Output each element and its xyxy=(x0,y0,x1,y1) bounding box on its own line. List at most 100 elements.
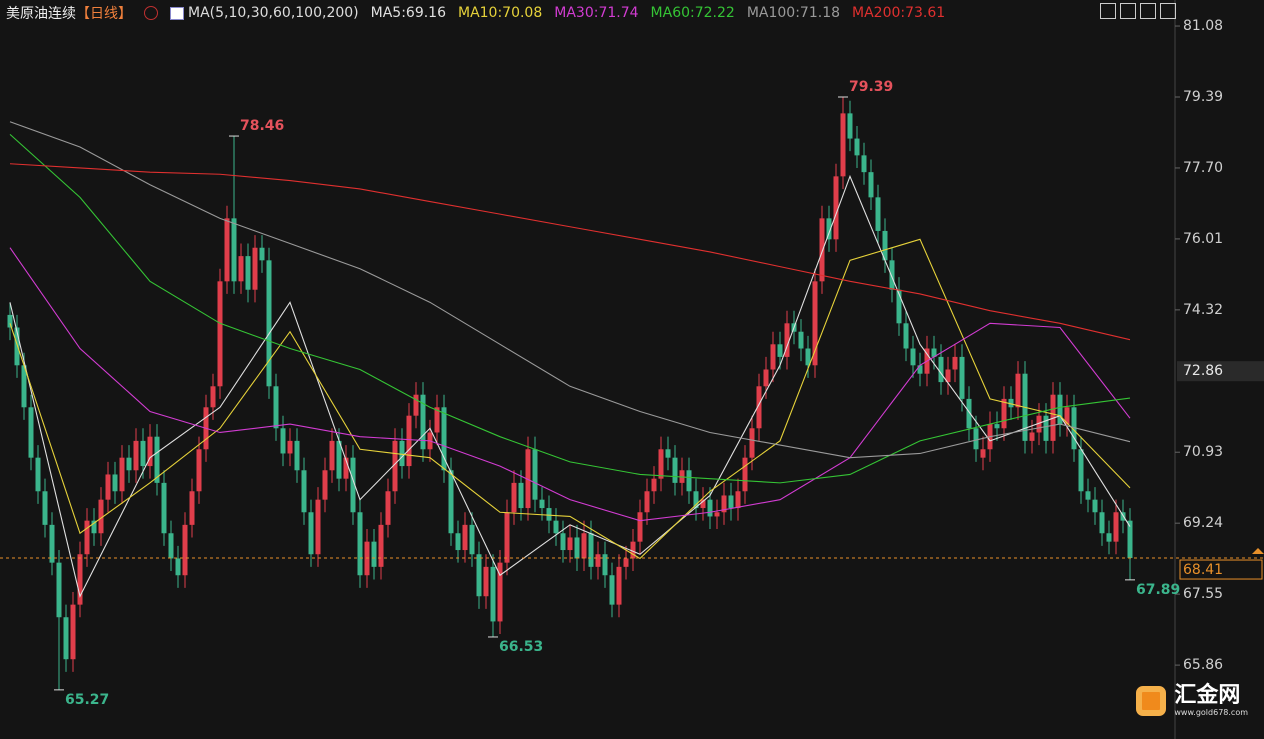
watermark: 汇金网 www.gold678.com xyxy=(1136,684,1248,717)
ma-line xyxy=(9,121,1131,459)
candle-body xyxy=(350,457,356,513)
candle-body xyxy=(371,541,377,567)
candle-body xyxy=(602,554,608,576)
candle-body xyxy=(714,512,720,517)
candle-body xyxy=(231,218,237,282)
candle-body xyxy=(336,440,342,479)
y-tick-label: 74.32 xyxy=(1183,302,1223,318)
candle-body xyxy=(406,415,412,467)
tool-button[interactable] xyxy=(1120,3,1136,19)
candle-body xyxy=(560,533,566,551)
candle-body xyxy=(889,260,895,290)
candle-body xyxy=(616,566,622,605)
tool-button[interactable] xyxy=(1100,3,1116,19)
candle-body xyxy=(511,482,517,513)
candle-body xyxy=(868,172,874,198)
candle-body xyxy=(77,554,83,605)
candle-body xyxy=(721,495,727,513)
last-price-box xyxy=(1179,559,1263,580)
candle-body xyxy=(1057,394,1063,425)
candle-body xyxy=(994,424,1000,429)
add-icon[interactable] xyxy=(144,6,158,20)
candle-body xyxy=(665,449,671,458)
candle-body xyxy=(126,457,132,471)
last-price-label: 68.41 xyxy=(1183,562,1223,578)
candle-body xyxy=(14,327,20,366)
candle-body xyxy=(301,470,307,513)
candle-body xyxy=(756,386,762,429)
legend-entry: MA5:69.16 xyxy=(370,5,446,21)
candle-body xyxy=(833,176,839,240)
candle-body xyxy=(1036,415,1042,433)
candle-body xyxy=(462,524,468,551)
candle-body xyxy=(651,478,657,492)
candle-body xyxy=(112,474,118,492)
candle-body xyxy=(539,499,545,509)
candle-body xyxy=(588,533,594,567)
candle-body xyxy=(742,457,748,492)
candle-body xyxy=(245,256,251,290)
ma-line xyxy=(9,133,1131,484)
y-tick-label: 76.01 xyxy=(1183,231,1223,247)
candle-body xyxy=(168,533,174,559)
candle-body xyxy=(581,533,587,559)
tool-button[interactable] xyxy=(1160,3,1176,19)
candle-body xyxy=(595,554,601,567)
candle-body xyxy=(875,197,881,231)
candle-body xyxy=(1127,520,1133,559)
candle-body xyxy=(7,314,13,328)
instrument-name: 美原油连续 xyxy=(6,6,76,22)
tool-button[interactable] xyxy=(1140,3,1156,19)
candle-body xyxy=(630,541,636,559)
candle-body xyxy=(812,281,818,366)
extreme-label: 66.53 xyxy=(499,639,543,655)
y-tick-label: 79.39 xyxy=(1183,89,1223,105)
candle-body xyxy=(280,428,286,454)
candle-body xyxy=(770,344,776,370)
candle-body xyxy=(952,356,958,370)
candle-body xyxy=(728,495,734,509)
candle-body xyxy=(70,604,76,660)
candle-body xyxy=(385,491,391,525)
y-tick-label: 81.08 xyxy=(1183,18,1223,34)
candle-body xyxy=(161,482,167,534)
candle-body xyxy=(532,449,538,500)
candle-body xyxy=(315,499,321,555)
candle-body xyxy=(840,113,846,177)
candle-body xyxy=(861,155,867,173)
ma-line xyxy=(9,163,1131,341)
ma-line xyxy=(9,238,1131,560)
candle-body xyxy=(784,323,790,357)
candle-body xyxy=(1001,398,1007,429)
candle-body xyxy=(917,365,923,374)
candle-body xyxy=(399,440,405,467)
candle-body xyxy=(686,470,692,492)
candle-body xyxy=(259,247,265,261)
candle-body xyxy=(91,520,97,534)
candle-body xyxy=(63,617,69,660)
candle-body xyxy=(1015,373,1021,408)
candle-body xyxy=(420,394,426,450)
candle-body xyxy=(973,428,979,450)
candle-body xyxy=(224,218,230,282)
candle-body xyxy=(966,398,972,429)
candle-body xyxy=(700,499,706,509)
candle-body xyxy=(1078,449,1084,492)
candle-body xyxy=(693,491,699,509)
extreme-label: 78.46 xyxy=(240,118,284,134)
candle-body xyxy=(56,562,62,618)
y-tick-label: 69.24 xyxy=(1183,515,1223,531)
indicator-icon[interactable] xyxy=(170,6,184,20)
candle-body xyxy=(308,512,314,555)
candle-body xyxy=(1029,432,1035,441)
watermark-logo xyxy=(1136,685,1167,716)
candle-body xyxy=(707,499,713,517)
candle-body xyxy=(525,449,531,509)
candle-body xyxy=(518,482,524,509)
legend-entry: MA30:71.74 xyxy=(554,5,639,21)
indicator-name: MA(5,10,30,60,100,200) xyxy=(188,5,359,21)
candle-body xyxy=(1064,407,1070,425)
candle-body xyxy=(658,449,664,479)
candle-body xyxy=(546,508,552,521)
